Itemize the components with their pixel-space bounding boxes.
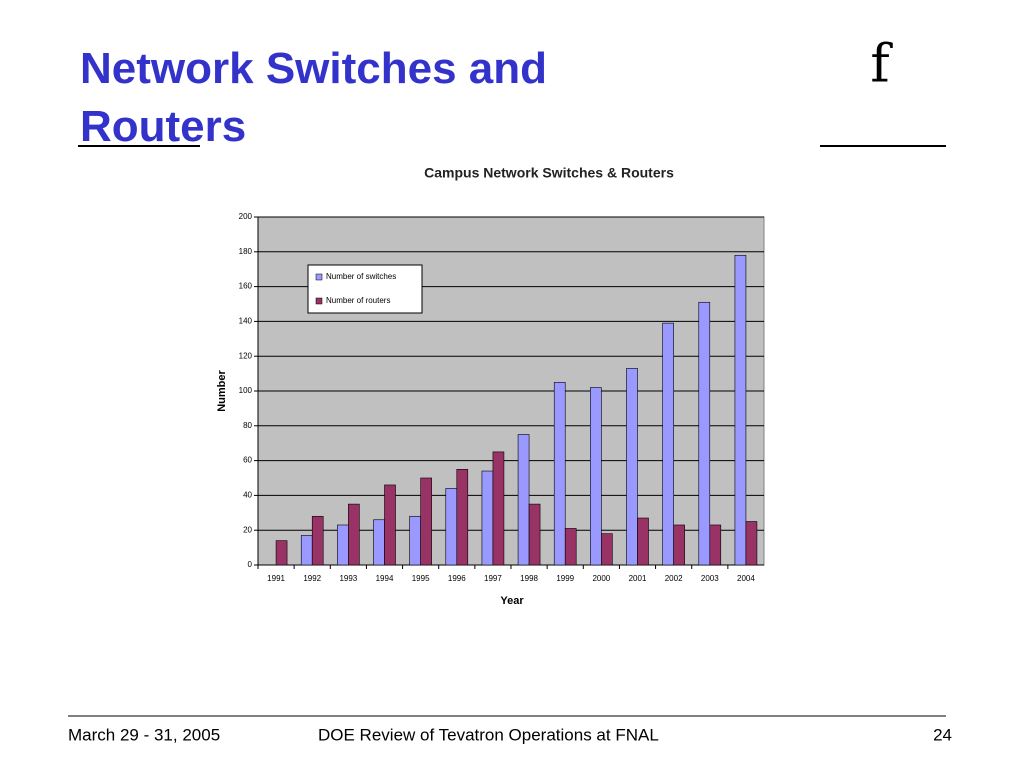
- bar: [409, 515, 421, 566]
- bar: [528, 503, 541, 566]
- x-tick-label: 1998: [520, 574, 538, 583]
- x-tick-label: 2000: [592, 574, 610, 583]
- footer-date: March 29 - 31, 2005: [68, 725, 220, 744]
- chart-title: Campus Network Switches & Routers: [424, 165, 674, 181]
- bar: [492, 451, 505, 566]
- bar: [275, 540, 288, 566]
- y-tick-label: 100: [239, 386, 253, 395]
- bar: [662, 322, 674, 566]
- y-tick-label: 40: [243, 491, 252, 500]
- legend: [307, 264, 423, 314]
- logo: f: [870, 35, 893, 95]
- x-tick-label: 1996: [448, 574, 466, 583]
- bar: [734, 254, 747, 566]
- x-tick-label: 2003: [701, 574, 719, 583]
- footer-event: DOE Review of Tevatron Operations at FNA…: [318, 725, 659, 744]
- y-tick-label: 120: [239, 351, 253, 360]
- bar: [420, 477, 432, 566]
- slide-title: Network Switches and Routers: [80, 44, 548, 146]
- x-axis-label: Year: [500, 595, 524, 607]
- y-tick-label: 180: [239, 247, 253, 256]
- x-tick-label: 1994: [376, 574, 394, 583]
- legend-label: Number of switches: [326, 272, 396, 281]
- bar: [626, 368, 638, 566]
- bar: [517, 434, 530, 566]
- bar: [698, 301, 711, 566]
- bar: [590, 387, 602, 566]
- bar: [456, 468, 469, 566]
- x-tick-label: 1992: [303, 574, 321, 583]
- bar: [564, 528, 577, 566]
- x-tick-label: 1995: [412, 574, 430, 583]
- bar: [481, 470, 494, 566]
- legend-swatch: [315, 297, 323, 305]
- x-tick-label: 1991: [267, 574, 285, 583]
- bar: [300, 535, 313, 566]
- y-tick-label: 140: [239, 317, 253, 326]
- bar: [637, 517, 649, 566]
- bar: [384, 484, 396, 566]
- bar: [445, 488, 458, 566]
- bar: [337, 524, 349, 566]
- bar: [553, 381, 566, 566]
- bar: [373, 519, 385, 566]
- bar: [673, 524, 685, 566]
- y-axis-label: Number: [216, 370, 228, 412]
- bar: [311, 515, 324, 566]
- legend-swatch: [315, 273, 323, 281]
- x-tick-label: 2002: [665, 574, 683, 583]
- bar: [709, 524, 722, 566]
- y-tick-label: 80: [243, 421, 252, 430]
- bar: [601, 533, 613, 566]
- x-tick-label: 1993: [339, 574, 357, 583]
- page-number: 24: [933, 725, 952, 744]
- legend-label: Number of routers: [326, 296, 390, 305]
- y-tick-label: 160: [239, 282, 253, 291]
- x-tick-label: 1997: [484, 574, 502, 583]
- y-tick-label: 0: [248, 560, 253, 569]
- bar: [348, 503, 360, 566]
- y-tick-label: 60: [243, 456, 252, 465]
- y-tick-label: 200: [239, 212, 253, 221]
- bar: [745, 521, 758, 566]
- x-tick-label: 1999: [556, 574, 574, 583]
- y-tick-label: 20: [243, 525, 252, 534]
- x-tick-label: 2004: [737, 574, 755, 583]
- x-tick-label: 2001: [629, 574, 647, 583]
